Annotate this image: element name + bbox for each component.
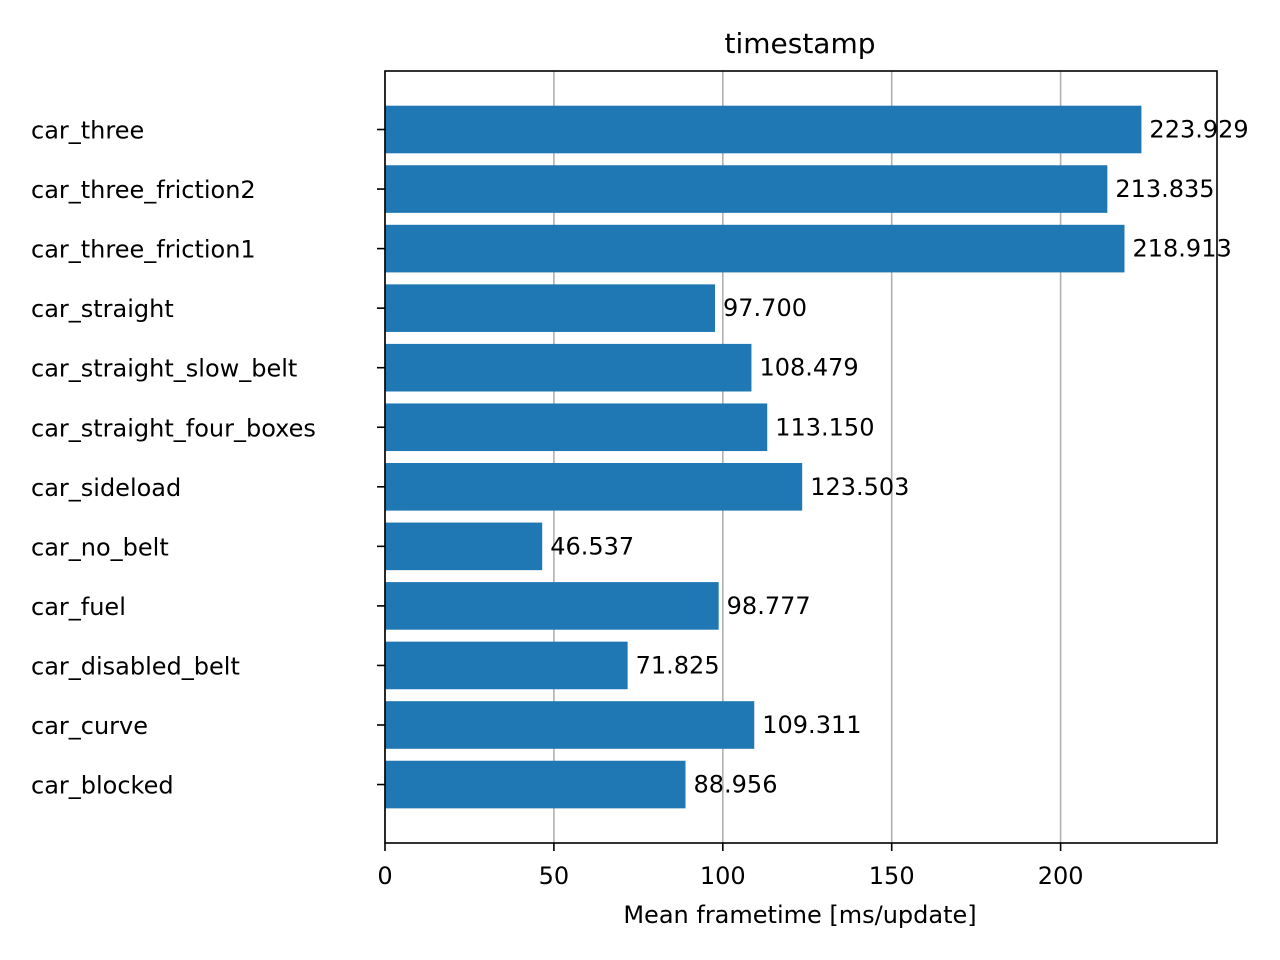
y-tick-label-car_curve: car_curve — [31, 712, 148, 740]
x-axis-label: Mean frametime [ms/update] — [623, 901, 976, 929]
value-label-layer: 223.929 213.835 218.913 97.700 108.479 113.15… — [550, 116, 1248, 799]
bar-car_three_friction2 — [385, 165, 1108, 213]
axis-layer: car_three car_three_friction2 car_three_fr… — [31, 70, 1218, 890]
value-label-car_sideload: 123.503 — [810, 473, 909, 501]
bar-layer — [385, 105, 1142, 809]
bar-car_no_belt — [385, 522, 543, 571]
bar-car_disabled_belt — [385, 641, 628, 690]
y-tick-label-car_no_belt: car_no_belt — [31, 533, 169, 561]
x-tick-label-150: 150 — [869, 862, 915, 890]
value-label-car_no_belt: 46.537 — [550, 532, 634, 560]
chart-title: timestamp — [724, 27, 875, 60]
bar-car_straight — [385, 284, 716, 332]
x-tick-label-100: 100 — [700, 862, 746, 890]
bar-car_blocked — [385, 760, 686, 809]
value-label-car_three_friction2: 213.835 — [1115, 175, 1214, 203]
bar-car_sideload — [385, 463, 803, 511]
bar-car_straight_four_boxes — [385, 403, 768, 452]
bar-car_three — [385, 105, 1142, 154]
y-tick-label-car_sideload: car_sideload — [31, 474, 181, 502]
x-tick-label-0: 0 — [377, 862, 392, 890]
y-tick-label-car_disabled_belt: car_disabled_belt — [31, 652, 240, 680]
bar-car_straight_slow_belt — [385, 343, 752, 392]
y-tick-label-car_straight_four_boxes: car_straight_four_boxes — [31, 414, 316, 442]
value-label-car_straight_slow_belt: 108.479 — [759, 354, 858, 382]
y-tick-label-car_fuel: car_fuel — [31, 593, 126, 621]
x-tick-label-200: 200 — [1038, 862, 1084, 890]
value-label-car_straight_four_boxes: 113.150 — [775, 413, 874, 441]
value-label-car_disabled_belt: 71.825 — [636, 651, 720, 679]
y-tick-label-car_three_friction1: car_three_friction1 — [31, 236, 256, 264]
value-label-car_three_friction1: 218.913 — [1132, 235, 1231, 263]
value-label-car_curve: 109.311 — [762, 711, 861, 739]
y-tick-label-car_blocked: car_blocked — [31, 772, 174, 800]
y-tick-label-car_three_friction2: car_three_friction2 — [31, 176, 256, 204]
value-label-car_straight: 97.700 — [723, 294, 807, 322]
y-tick-label-car_straight: car_straight — [31, 295, 174, 323]
bar-car_three_friction1 — [385, 224, 1125, 273]
y-tick-label-car_three: car_three — [31, 117, 144, 145]
plot-frame — [384, 70, 1218, 844]
value-label-car_three: 223.929 — [1149, 116, 1248, 144]
x-tick-label-50: 50 — [539, 862, 570, 890]
y-tick-label-car_straight_slow_belt: car_straight_slow_belt — [31, 355, 297, 383]
bar-car_fuel — [385, 582, 719, 630]
bar-car_curve — [385, 701, 755, 749]
value-label-car_fuel: 98.777 — [727, 592, 811, 620]
value-label-car_blocked: 88.956 — [693, 771, 777, 799]
